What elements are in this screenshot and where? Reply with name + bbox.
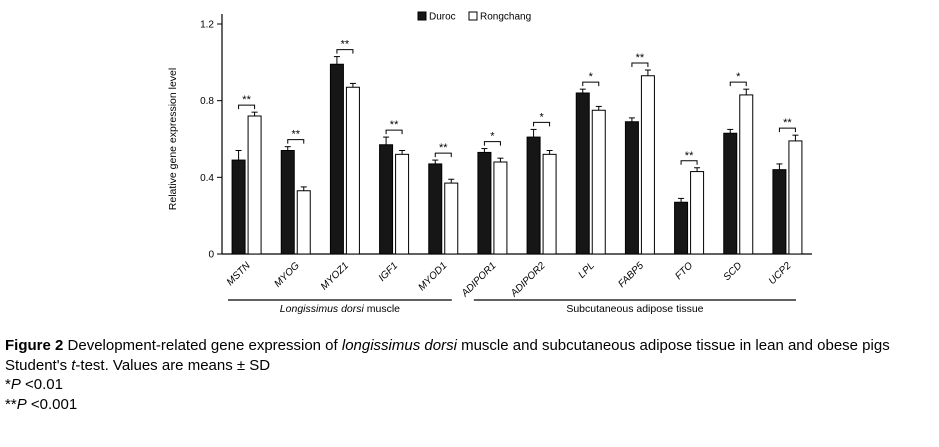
sig-marker: ** xyxy=(783,117,792,129)
sig-bracket xyxy=(238,104,256,110)
bar-rongchang-lpl xyxy=(591,109,606,255)
caption-text-1: Development-related gene expression of xyxy=(63,337,342,354)
bar-duroc-fabp5 xyxy=(624,121,639,255)
method-text-2: -test. Values are means ± SD xyxy=(75,356,271,374)
bar-duroc-myod1 xyxy=(428,163,443,255)
sig-marker: ** xyxy=(685,150,694,162)
legend-label-rongchang: Rongchang xyxy=(480,12,531,23)
sig-bracket xyxy=(631,62,649,67)
x-tick-label: MYOZ1 xyxy=(319,260,351,292)
y-tick-label: 0.4 xyxy=(200,173,214,184)
sig-bracket xyxy=(385,129,403,135)
bar-rongchang-igf1 xyxy=(395,153,410,255)
bar-duroc-adipor2 xyxy=(526,136,541,255)
legend-swatch-rongchang xyxy=(468,11,478,21)
sig-bracket xyxy=(582,81,600,87)
pvalue-note-2: **P <0.001 xyxy=(5,395,931,415)
note2-text: <0.001 xyxy=(26,395,78,413)
caption-text-2: muscle and subcutaneous adipose tissue i… xyxy=(456,337,890,354)
sig-marker: ** xyxy=(439,142,448,154)
x-tick-label: IGF1 xyxy=(377,260,401,284)
bar-duroc-adipor1 xyxy=(477,151,492,255)
x-tick-label: FABP5 xyxy=(616,260,646,290)
bar-duroc-myog xyxy=(280,150,295,255)
bar-duroc-lpl xyxy=(575,92,590,255)
sig-marker: * xyxy=(539,111,544,123)
method-italic-t: t xyxy=(71,356,76,374)
bar-duroc-mstn xyxy=(231,159,246,255)
note1-star: * xyxy=(5,376,11,393)
x-tick-label: SCD xyxy=(722,260,745,283)
x-tick-label: MSTN xyxy=(225,260,253,288)
x-tick-label: MYOG xyxy=(272,260,302,290)
y-axis-title: Relative gene expression level xyxy=(167,68,179,210)
sig-bracket xyxy=(287,139,305,144)
chart-area: 0 0.4 0.8 1.2 Relative gene expression level… xyxy=(160,2,860,334)
legend-swatch-duroc xyxy=(417,11,427,21)
sig-bracket xyxy=(483,141,501,146)
x-tick-label: UCP2 xyxy=(767,260,794,287)
bar-rongchang-mstn xyxy=(247,115,262,255)
bar-duroc-ucp2 xyxy=(772,169,787,255)
legend-label-duroc: Duroc xyxy=(429,12,456,23)
bar-rongchang-fto xyxy=(690,171,705,255)
bar-rongchang-myod1 xyxy=(444,182,459,255)
sig-marker: ** xyxy=(341,39,350,51)
caption-method-line: Student's t-test. Values are means ± SD xyxy=(5,356,931,376)
caption-line-1: Figure 2 Development-related gene expres… xyxy=(5,336,931,356)
sig-marker: * xyxy=(490,131,495,143)
sig-bracket xyxy=(336,49,354,54)
figure-caption: Figure 2 Development-related gene expres… xyxy=(0,334,939,414)
method-text-1: Student's xyxy=(5,356,72,374)
note1-text: <0.01 xyxy=(20,376,63,393)
y-tick-label: 0 xyxy=(208,250,214,261)
sig-marker: ** xyxy=(390,119,399,131)
x-tick-label: ADIPOR1 xyxy=(459,260,499,300)
group-label: Longissimus dorsi muscle xyxy=(280,303,400,315)
x-tick-label: MYOD1 xyxy=(416,260,449,293)
sig-bracket xyxy=(533,121,551,127)
bar-rongchang-adipor2 xyxy=(542,153,557,255)
group-label: Subcutaneous adipose tissue xyxy=(566,303,703,315)
sig-bracket xyxy=(729,81,747,87)
bar-rongchang-ucp2 xyxy=(788,140,803,255)
note2-star: ** xyxy=(5,395,17,413)
bar-duroc-fto xyxy=(674,201,689,255)
sig-marker: ** xyxy=(291,129,300,141)
bar-chart: 0 0.4 0.8 1.2 Relative gene expression level… xyxy=(167,11,812,315)
x-tick-label: FTO xyxy=(673,260,695,282)
bar-rongchang-scd xyxy=(739,94,754,255)
bar-duroc-myoz1 xyxy=(329,63,344,255)
bar-duroc-scd xyxy=(723,132,738,255)
y-tick-label: 0.8 xyxy=(200,96,214,107)
bar-rongchang-myog xyxy=(296,190,311,255)
pvalue-note-1: *P <0.01 xyxy=(5,375,931,395)
bar-rongchang-myoz1 xyxy=(345,86,360,255)
sig-marker: * xyxy=(736,71,741,83)
figure-label: Figure 2 xyxy=(5,337,64,354)
sig-bracket xyxy=(778,127,796,133)
sig-bracket xyxy=(434,152,452,158)
y-tick-label: 1.2 xyxy=(200,20,214,31)
bar-rongchang-fabp5 xyxy=(640,75,655,255)
sig-marker: ** xyxy=(242,94,251,106)
bar-rongchang-adipor1 xyxy=(493,161,508,255)
x-tick-label: ADIPOR2 xyxy=(508,260,548,300)
caption-italic-term: longissimus dorsi xyxy=(341,337,457,354)
sig-marker: ** xyxy=(636,52,645,64)
sig-marker: * xyxy=(589,71,594,83)
note1-p: P xyxy=(10,376,21,393)
sig-bracket xyxy=(680,160,698,165)
note2-p: P xyxy=(16,395,27,413)
x-tick-label: LPL xyxy=(577,260,597,280)
bar-duroc-igf1 xyxy=(379,144,394,255)
